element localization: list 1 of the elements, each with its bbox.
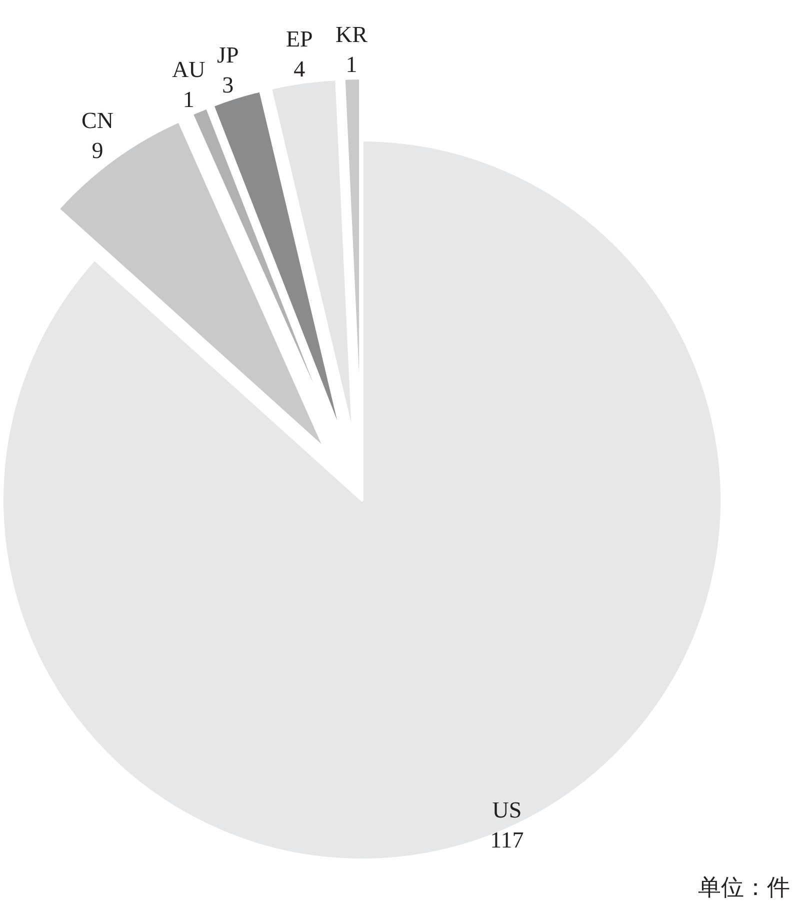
text: 单位：件 [698,875,790,900]
